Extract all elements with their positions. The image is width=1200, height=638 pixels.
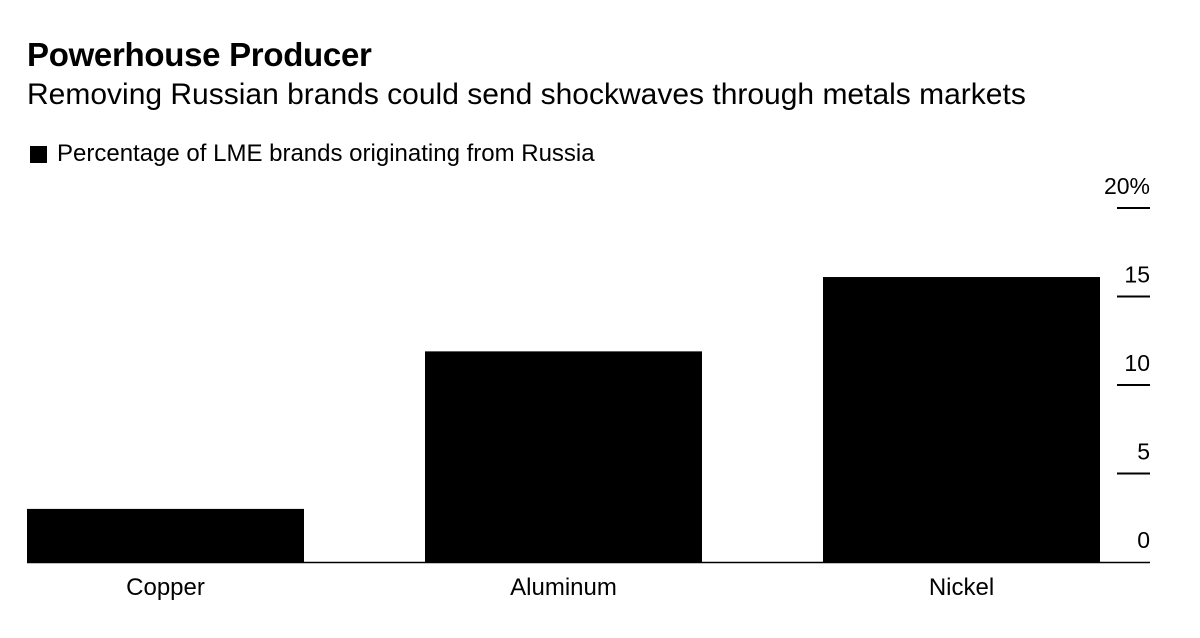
y-tick-label-20: 20% (1104, 173, 1150, 199)
chart-title: Powerhouse Producer (27, 36, 372, 73)
y-tick-label-15: 15 (1124, 262, 1150, 288)
legend-label: Percentage of LME brands originating fro… (57, 140, 595, 167)
y-tick-label-0: 0 (1137, 527, 1150, 553)
chart-subtitle: Removing Russian brands could send shock… (27, 78, 1026, 111)
bar-aluminum (425, 351, 702, 562)
bar-nickel (823, 277, 1100, 562)
y-tick-label-5: 5 (1137, 439, 1150, 465)
y-tick-label-10: 10 (1124, 350, 1150, 376)
bar-copper (27, 508, 304, 562)
legend-swatch (30, 145, 47, 163)
x-tick-label-aluminum: Aluminum (510, 574, 617, 601)
x-tick-label-copper: Copper (126, 574, 205, 601)
legend: Percentage of LME brands originating fro… (30, 140, 595, 168)
x-tick-label-nickel: Nickel (929, 574, 994, 601)
